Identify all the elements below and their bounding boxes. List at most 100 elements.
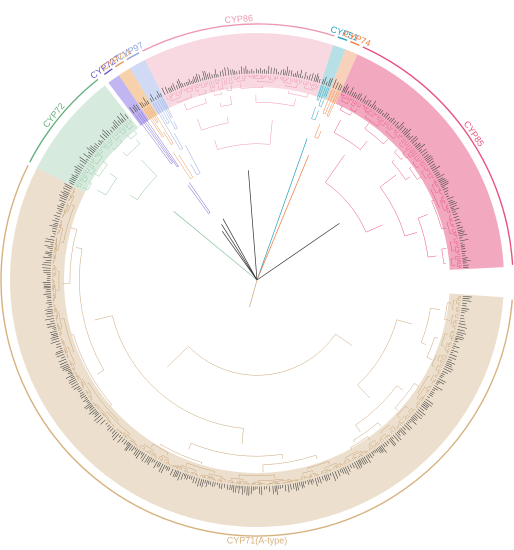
tree-branch bbox=[94, 154, 97, 157]
leaf-label bbox=[190, 475, 193, 480]
tree-branch bbox=[452, 228, 456, 230]
leaf-label bbox=[195, 76, 198, 83]
tree-branch bbox=[429, 177, 432, 179]
tree-branch bbox=[165, 150, 178, 168]
tree-branch bbox=[435, 355, 438, 357]
clade-band-cyp51 bbox=[316, 45, 346, 100]
tree-branch bbox=[430, 189, 433, 191]
leaf-label bbox=[365, 455, 371, 463]
tree-branch bbox=[395, 428, 398, 430]
leaf-label bbox=[308, 74, 311, 81]
tree-branch bbox=[442, 359, 446, 361]
leaf-label bbox=[327, 473, 331, 481]
tree-branch bbox=[369, 111, 371, 113]
leaf-label bbox=[335, 82, 339, 90]
leaf-label bbox=[307, 480, 310, 485]
tree-branch bbox=[226, 117, 229, 123]
tree-branch bbox=[159, 148, 172, 164]
tree-branch bbox=[384, 438, 386, 440]
tree-branch bbox=[369, 447, 371, 450]
leaf-label bbox=[425, 398, 434, 405]
leaf-label bbox=[456, 224, 461, 227]
leaf-label bbox=[83, 153, 91, 159]
tree-branch bbox=[124, 127, 125, 129]
leaf-label bbox=[141, 102, 145, 108]
leaf-label bbox=[451, 349, 459, 353]
tree-branch bbox=[77, 179, 80, 182]
tree-branch bbox=[412, 161, 415, 163]
tree-branch bbox=[213, 471, 215, 474]
leaf-label bbox=[371, 100, 377, 109]
tree-branch bbox=[414, 383, 419, 387]
tree-branch bbox=[123, 432, 124, 434]
tree-branch bbox=[197, 83, 199, 87]
tree-branch bbox=[406, 157, 408, 159]
tree-branch bbox=[165, 96, 168, 99]
tree-branch bbox=[83, 181, 86, 183]
clade-arc-cyp85 bbox=[362, 46, 514, 265]
leaf-label bbox=[55, 351, 64, 356]
leaf-label bbox=[460, 244, 465, 246]
leaf-label bbox=[411, 138, 419, 144]
tree-branch bbox=[208, 212, 211, 214]
tree-branch bbox=[409, 415, 411, 417]
leaf-label bbox=[69, 179, 75, 184]
leaf-label bbox=[44, 318, 55, 321]
leaf-label bbox=[324, 475, 327, 482]
tree-branch bbox=[195, 89, 197, 92]
leaf-label bbox=[381, 112, 384, 116]
tree-branch bbox=[428, 172, 431, 175]
leaf-label bbox=[172, 83, 176, 91]
leaf-label bbox=[444, 366, 454, 371]
tree-branch bbox=[379, 443, 381, 445]
tree-branch bbox=[140, 445, 142, 447]
leaf-label bbox=[241, 66, 243, 75]
leaf-label bbox=[402, 129, 409, 135]
leaf-label bbox=[44, 308, 53, 311]
leaf-label bbox=[56, 212, 62, 215]
tree-branch bbox=[221, 224, 258, 281]
leaf-label bbox=[74, 168, 81, 173]
leaf-label bbox=[275, 68, 277, 75]
tree-branch bbox=[88, 172, 93, 175]
tree-branch bbox=[447, 342, 450, 347]
tree-branch bbox=[316, 95, 319, 100]
leaf-label bbox=[168, 467, 171, 471]
tree-branch bbox=[152, 103, 171, 133]
leaf-label bbox=[188, 475, 191, 480]
tree-branch bbox=[79, 248, 105, 371]
tree-branch bbox=[434, 178, 436, 180]
tree-branch bbox=[71, 334, 74, 336]
tree-branch bbox=[228, 76, 230, 82]
leaf-label bbox=[446, 362, 453, 366]
tree-branch bbox=[392, 430, 395, 433]
tree-branch bbox=[314, 136, 319, 139]
tree-branch bbox=[429, 171, 432, 173]
leaf-label bbox=[311, 73, 314, 81]
tree-branch bbox=[326, 106, 332, 117]
tree-branch bbox=[340, 109, 351, 116]
leaf-label bbox=[119, 113, 127, 121]
tree-branch bbox=[126, 121, 129, 124]
tree-branch bbox=[128, 433, 130, 436]
leaf-label bbox=[86, 158, 89, 161]
tree-branch bbox=[444, 349, 447, 351]
tree-branch bbox=[420, 162, 422, 165]
leaf-label bbox=[286, 66, 289, 76]
leaf-label bbox=[319, 476, 322, 484]
tree-branch bbox=[325, 93, 328, 97]
tree-branch bbox=[92, 160, 95, 164]
tree-branch bbox=[84, 169, 86, 171]
tree-branch bbox=[443, 197, 445, 199]
leaf-label bbox=[124, 114, 129, 119]
leaf-label bbox=[229, 484, 231, 490]
tree-branch bbox=[174, 93, 177, 95]
leaf-label bbox=[156, 461, 160, 467]
tree-branch bbox=[172, 152, 191, 179]
leaf-label bbox=[428, 394, 433, 397]
tree-branch bbox=[394, 128, 396, 130]
tree-branch bbox=[288, 92, 308, 98]
leaf-label bbox=[52, 224, 58, 226]
tree-branch bbox=[84, 178, 88, 183]
tree-branch bbox=[186, 90, 188, 93]
